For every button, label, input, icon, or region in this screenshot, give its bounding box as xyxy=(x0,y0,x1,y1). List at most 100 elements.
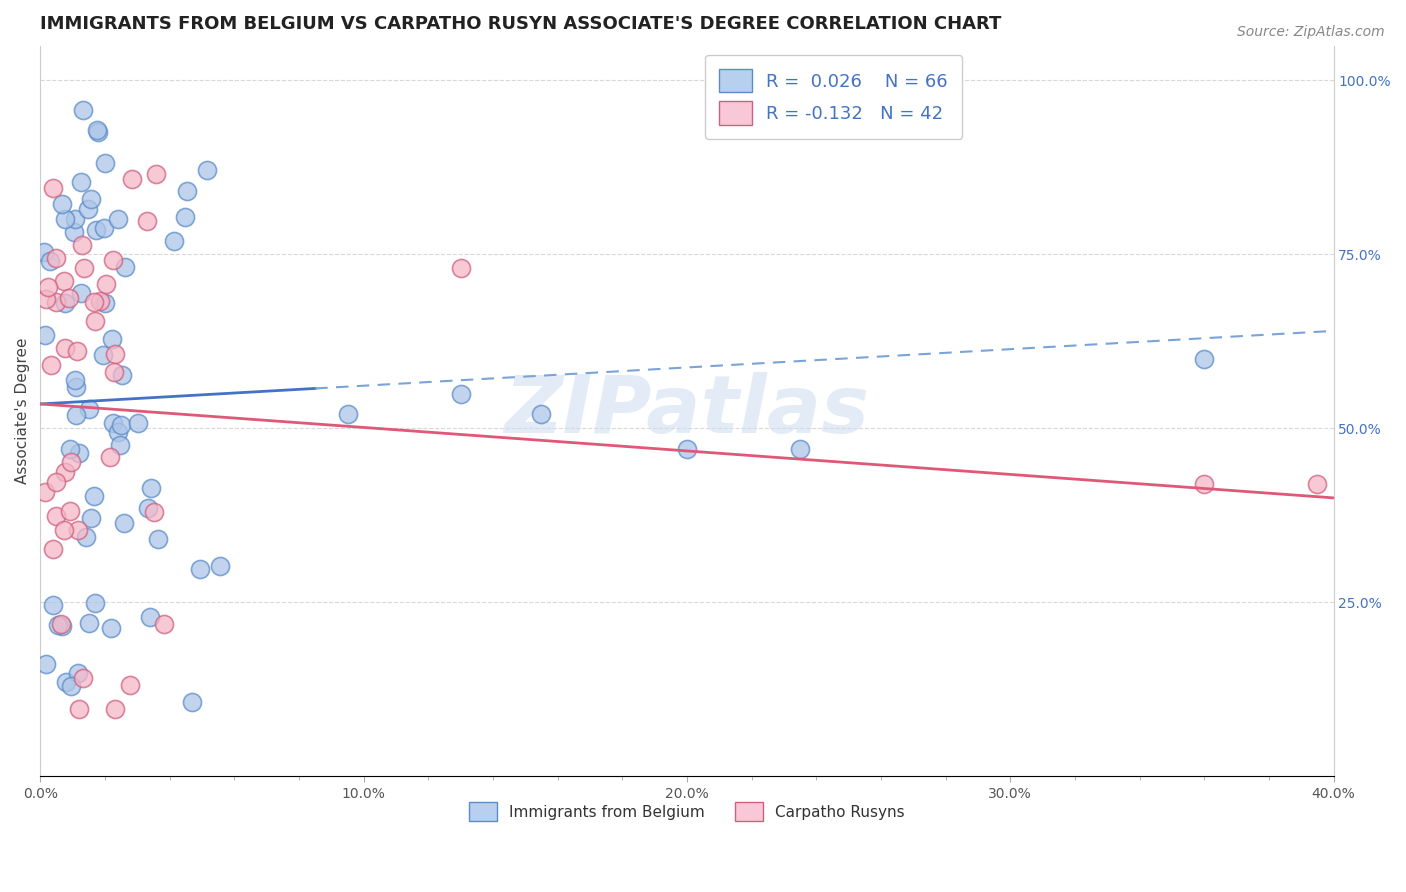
Point xyxy=(101,416,124,430)
Point xyxy=(72,671,94,685)
Point xyxy=(59,504,82,518)
Point xyxy=(37,280,59,294)
Point xyxy=(104,347,127,361)
Point xyxy=(103,365,125,379)
Point xyxy=(83,596,105,610)
Point xyxy=(42,181,65,195)
Point xyxy=(66,343,89,358)
Point xyxy=(100,621,122,635)
Point xyxy=(48,618,70,632)
Point xyxy=(127,416,149,430)
Point xyxy=(42,542,65,557)
Point xyxy=(34,485,56,500)
Point xyxy=(89,294,111,309)
Point xyxy=(1192,477,1215,491)
Point xyxy=(145,167,167,181)
Point xyxy=(120,678,142,692)
Point xyxy=(136,214,159,228)
Text: ZIPatlas: ZIPatlas xyxy=(505,372,869,450)
Point xyxy=(1306,477,1329,491)
Point xyxy=(65,409,87,423)
Point xyxy=(67,445,90,459)
Point xyxy=(59,455,82,469)
Point xyxy=(180,695,202,709)
Point xyxy=(72,238,94,252)
Point xyxy=(104,702,127,716)
Point xyxy=(77,615,100,630)
Point xyxy=(195,163,218,178)
Point xyxy=(45,475,67,489)
Point xyxy=(55,674,77,689)
Point xyxy=(69,286,91,301)
Point xyxy=(101,332,124,346)
Point xyxy=(83,313,105,327)
Point xyxy=(58,292,80,306)
Point xyxy=(67,701,90,715)
Point xyxy=(163,234,186,248)
Point xyxy=(65,374,87,388)
Point xyxy=(49,617,72,632)
Point xyxy=(136,500,159,515)
Point xyxy=(72,260,94,275)
Point xyxy=(77,402,100,417)
Point xyxy=(53,296,76,310)
Point xyxy=(63,212,86,227)
Point xyxy=(35,293,58,307)
Point xyxy=(75,530,97,544)
Point xyxy=(110,417,132,432)
Point xyxy=(91,348,114,362)
Point xyxy=(53,341,76,355)
Point xyxy=(676,442,699,457)
Point xyxy=(94,156,117,170)
Point xyxy=(65,380,87,394)
Point xyxy=(530,408,553,422)
Point xyxy=(52,274,75,288)
Point xyxy=(62,225,84,239)
Point xyxy=(111,368,134,383)
Point xyxy=(450,386,472,401)
Point xyxy=(139,609,162,624)
Legend: Immigrants from Belgium, Carpatho Rusyns: Immigrants from Belgium, Carpatho Rusyns xyxy=(463,797,911,827)
Point xyxy=(108,438,131,452)
Point xyxy=(87,125,110,139)
Point xyxy=(83,489,105,503)
Point xyxy=(59,679,82,693)
Point xyxy=(98,450,121,465)
Point xyxy=(41,358,63,372)
Point xyxy=(107,211,129,226)
Point xyxy=(77,202,100,216)
Point xyxy=(41,599,63,613)
Point xyxy=(86,123,108,137)
Point xyxy=(45,295,67,310)
Point xyxy=(153,617,176,632)
Point xyxy=(96,277,118,292)
Point xyxy=(51,619,73,633)
Y-axis label: Associate's Degree: Associate's Degree xyxy=(15,338,30,484)
Point xyxy=(70,175,93,189)
Point xyxy=(176,185,198,199)
Point xyxy=(84,223,107,237)
Point xyxy=(450,261,472,276)
Point xyxy=(143,505,166,519)
Point xyxy=(93,220,115,235)
Point xyxy=(67,665,90,680)
Point xyxy=(53,465,76,479)
Point xyxy=(121,171,143,186)
Point xyxy=(789,442,811,457)
Point xyxy=(114,260,136,275)
Point xyxy=(174,210,197,224)
Point xyxy=(59,442,82,457)
Point xyxy=(112,516,135,530)
Point xyxy=(51,196,73,211)
Point xyxy=(83,294,105,309)
Text: Source: ZipAtlas.com: Source: ZipAtlas.com xyxy=(1237,25,1385,39)
Point xyxy=(35,657,58,672)
Point xyxy=(336,408,359,422)
Point xyxy=(45,251,67,265)
Point xyxy=(93,296,115,310)
Point xyxy=(208,558,231,573)
Text: IMMIGRANTS FROM BELGIUM VS CARPATHO RUSYN ASSOCIATE'S DEGREE CORRELATION CHART: IMMIGRANTS FROM BELGIUM VS CARPATHO RUSY… xyxy=(41,15,1002,33)
Point xyxy=(148,532,170,546)
Point xyxy=(80,193,103,207)
Point xyxy=(39,253,62,268)
